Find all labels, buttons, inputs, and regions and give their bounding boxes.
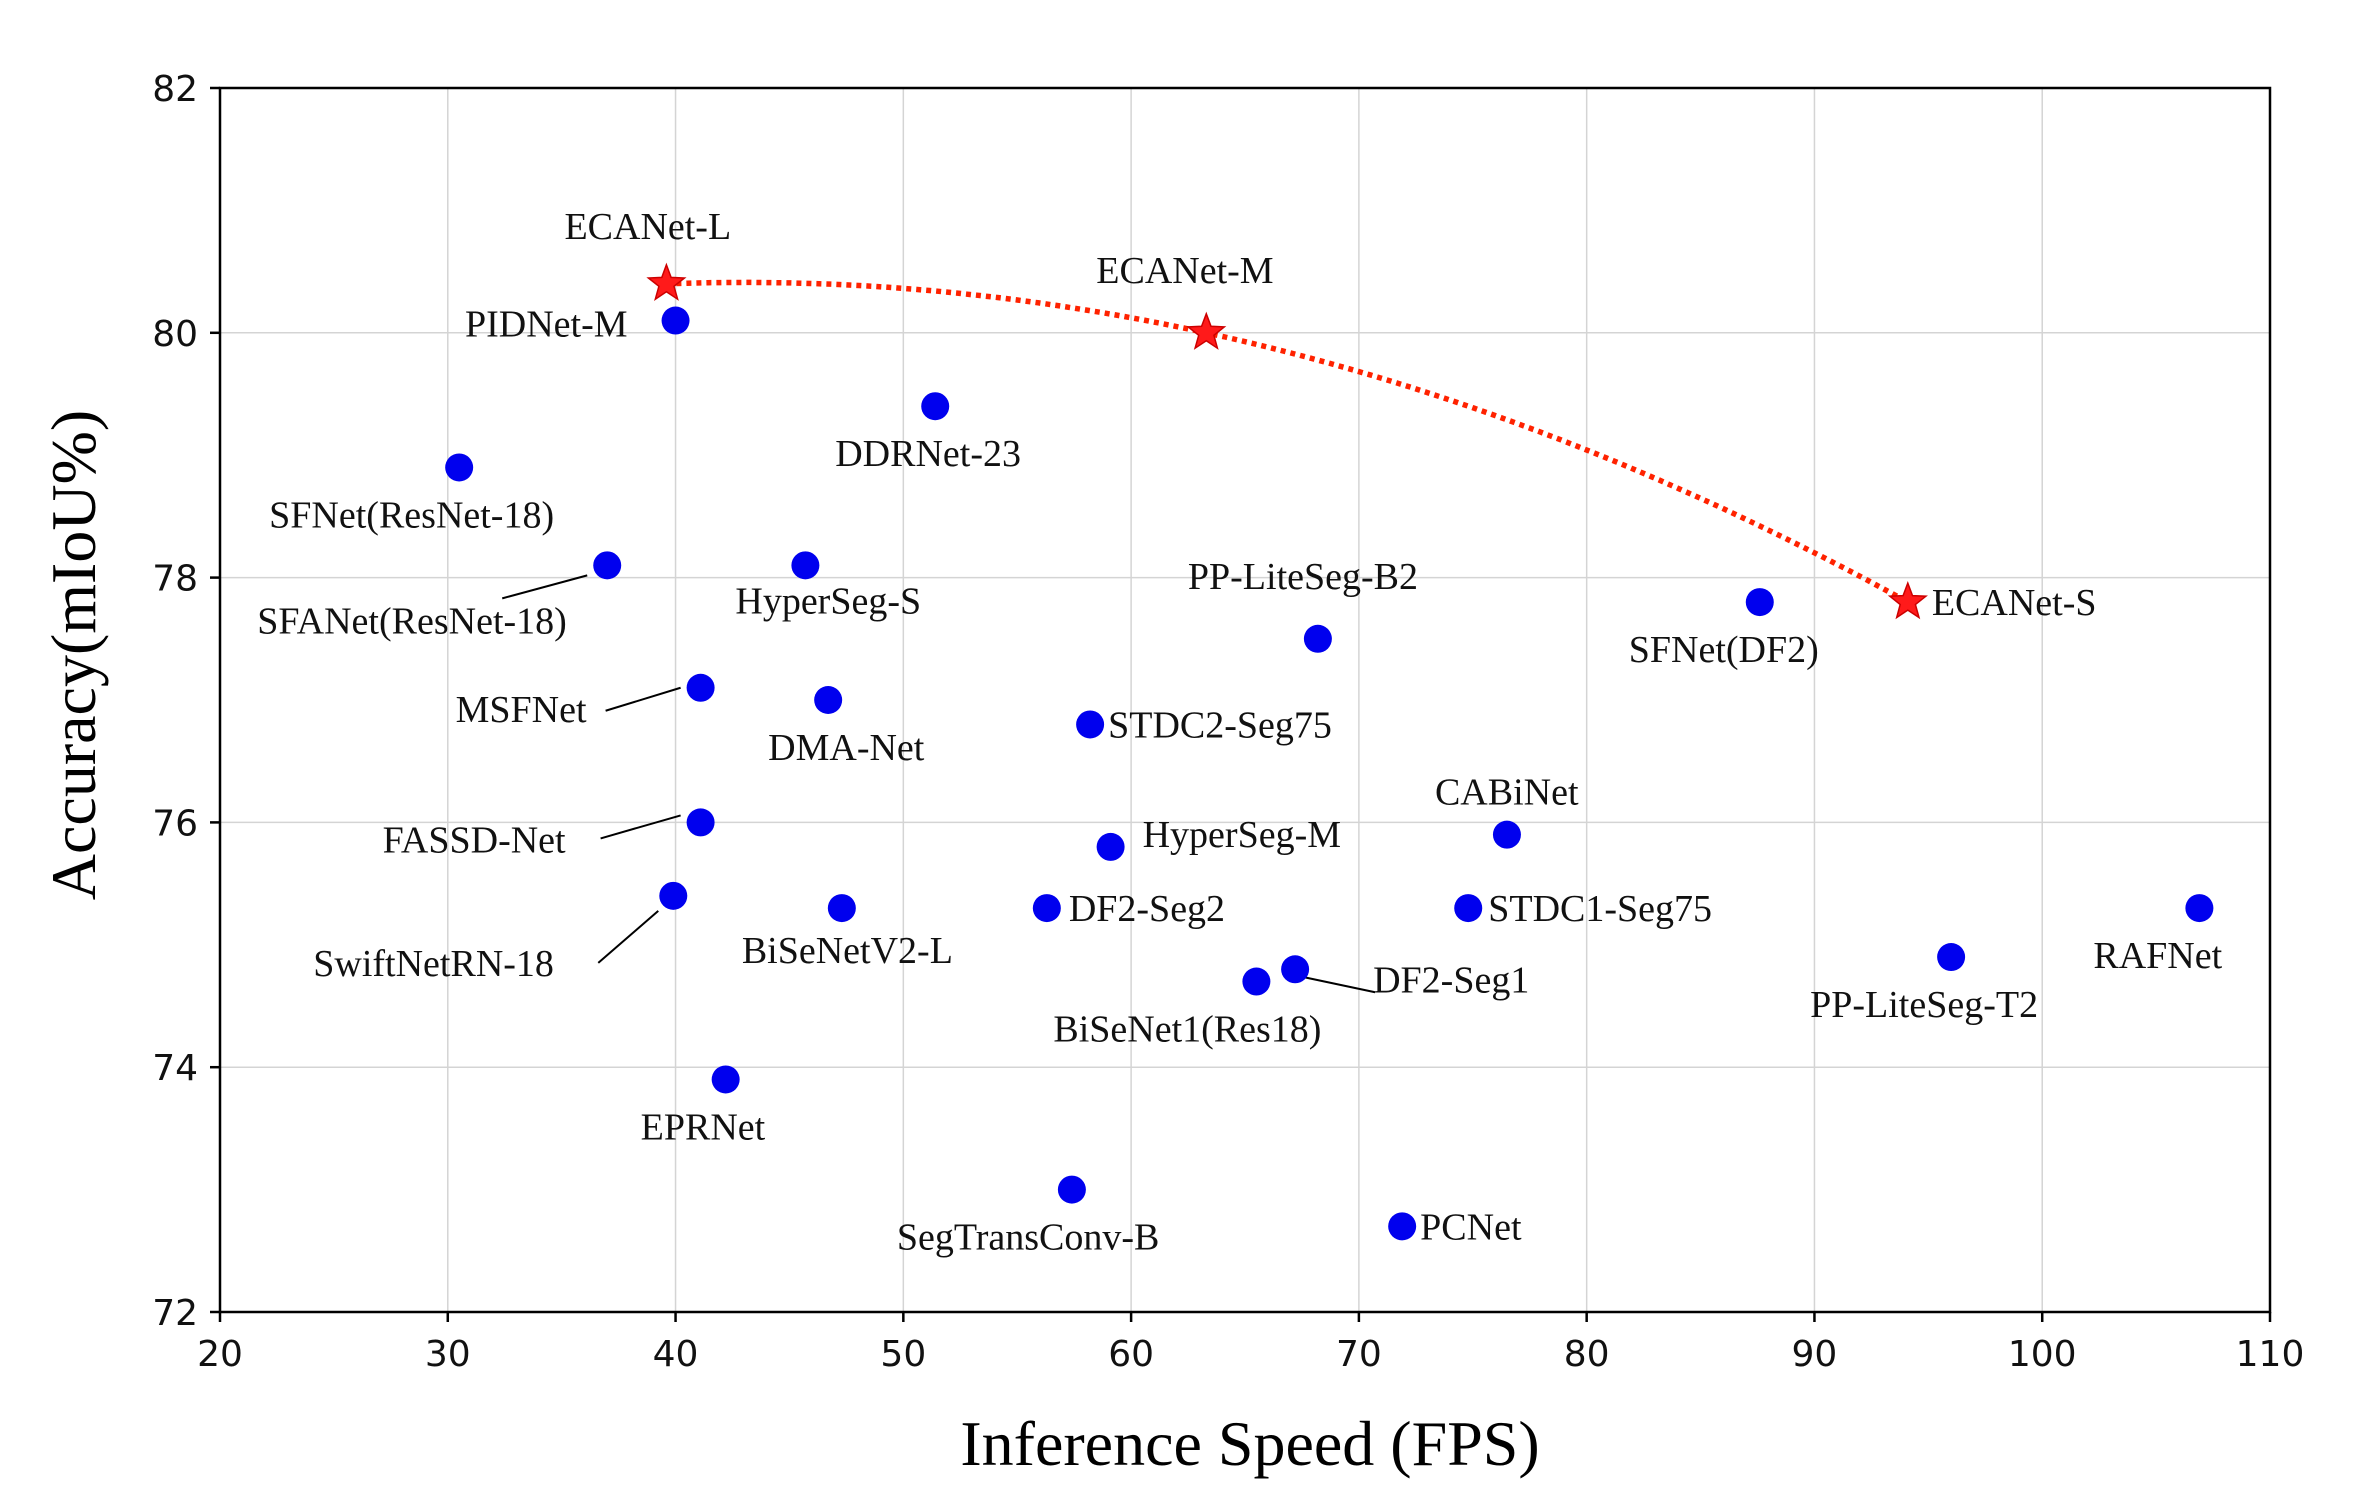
x-tick-label: 60	[1108, 1334, 1154, 1375]
star-marker-ecanet-l	[646, 262, 687, 301]
x-tick-label: 100	[2008, 1334, 2077, 1375]
point-marker-df2-seg1	[1281, 955, 1310, 984]
y-tick-label: 74	[152, 1048, 198, 1089]
x-tick-label: 110	[2236, 1334, 2305, 1375]
point-marker-dma-net	[814, 686, 843, 714]
point-marker-df2-seg2	[1032, 894, 1061, 923]
leader-line-msfnet	[605, 686, 681, 712]
plot-frame	[218, 86, 2272, 1314]
point-marker-pidnet-m	[661, 306, 690, 335]
leader-line-sfanet-resnet-18	[501, 574, 588, 600]
x-tick-label: 70	[1336, 1334, 1382, 1375]
point-marker-pp-liteseg-t2	[1937, 943, 1966, 972]
point-label-ddrnet-23: DDRNet-23	[835, 433, 1021, 475]
point-marker-swiftnetrn-18	[659, 881, 688, 910]
point-label-sfanet-resnet-18: SFANet(ResNet-18)	[257, 600, 567, 642]
point-marker-stdc1-seg75	[1454, 894, 1483, 923]
point-marker-msfnet	[686, 673, 715, 702]
x-tick-label: 20	[197, 1334, 243, 1375]
point-marker-sfanet-resnet-18	[593, 551, 622, 580]
point-label-pp-liteseg-t2: PP-LiteSeg-T2	[1810, 984, 2038, 1026]
point-label-hyperseg-m: HyperSeg-M	[1143, 814, 1341, 856]
point-label-bisenet1-res18: BiSeNet1(Res18)	[1053, 1009, 1321, 1051]
point-label-segtransconv-b: SegTransConv-B	[897, 1217, 1160, 1259]
x-tick-label: 90	[1792, 1334, 1838, 1375]
point-label-rafnet: RAFNet	[2093, 935, 2222, 977]
point-labels: PIDNet-M DDRNet-23 SFNet(ResNet-18) SFANet(…	[257, 206, 2222, 1259]
point-marker-sfnet-resnet-18	[445, 453, 474, 482]
point-label-dma-net: DMA-Net	[768, 727, 925, 769]
label-leader-lines	[501, 574, 1376, 994]
point-label-swiftnetrn-18: SwiftNetRN-18	[313, 943, 554, 985]
point-label-bisenetv2-l: BiSeNetV2-L	[742, 930, 953, 972]
point-label-df2-seg2: DF2-Seg2	[1069, 888, 1225, 930]
leader-line-fassd-net	[600, 814, 681, 840]
leader-line-swiftnetrn-18	[597, 910, 659, 964]
y-tick-label: 76	[152, 803, 198, 844]
point-label-cabinet: CABiNet	[1435, 772, 1579, 814]
point-marker-pcnet	[1388, 1212, 1417, 1241]
point-marker-hyperseg-m	[1096, 832, 1125, 861]
point-marker-bisenet1-res18	[1242, 967, 1271, 996]
point-label-ecanet-s: ECANet-S	[1932, 582, 2097, 624]
point-label-ecanet-m: ECANet-M	[1096, 250, 1273, 292]
point-marker-segtransconv-b	[1057, 1175, 1086, 1204]
axis-ticks: 20 30 40 50 60 70 80 90 100 110 72 74 76 78 80 82	[152, 69, 2304, 1375]
x-tick-label: 30	[425, 1334, 471, 1375]
point-label-msfnet: MSFNet	[456, 689, 587, 731]
x-tick-label: 50	[880, 1334, 926, 1375]
x-axis-title: Inference Speed (FPS)	[960, 1408, 1539, 1479]
x-tick-label: 40	[653, 1334, 699, 1375]
point-marker-pp-liteseg-b2	[1303, 624, 1332, 653]
point-label-sfnet-resnet-18: SFNet(ResNet-18)	[269, 494, 554, 536]
point-marker-fassd-net	[686, 808, 715, 837]
y-tick-label: 82	[152, 69, 198, 110]
star-marker-ecanet-m	[1186, 311, 1227, 350]
point-label-stdc2-seg75: STDC2-Seg75	[1108, 704, 1332, 746]
point-label-pidnet-m: PIDNet-M	[465, 304, 628, 346]
y-tick-label: 78	[152, 559, 198, 600]
point-marker-eprnet	[711, 1065, 740, 1094]
point-label-df2-seg1: DF2-Seg1	[1373, 959, 1529, 1001]
point-marker-ddrnet-23	[921, 392, 950, 421]
point-marker-rafnet	[2185, 894, 2214, 923]
x-tick-label: 80	[1564, 1334, 1610, 1375]
point-marker-hyperseg-s	[791, 551, 820, 580]
star-marker-ecanet-s	[1887, 580, 1928, 620]
point-label-pcnet: PCNet	[1420, 1206, 1522, 1248]
point-marker-bisenetv2-l	[827, 894, 856, 923]
data-points	[445, 262, 2214, 1241]
point-marker-stdc2-seg75	[1076, 710, 1105, 739]
point-label-ecanet-l: ECANet-L	[564, 206, 731, 248]
point-label-fassd-net: FASSD-Net	[383, 819, 566, 861]
point-marker-cabinet	[1492, 820, 1521, 849]
point-label-stdc1-seg75: STDC1-Seg75	[1488, 888, 1712, 930]
point-label-sfnet-df2: SFNet(DF2)	[1629, 629, 1819, 671]
y-tick-label: 80	[152, 314, 198, 355]
y-tick-label: 72	[152, 1293, 198, 1334]
point-label-pp-liteseg-b2: PP-LiteSeg-B2	[1188, 556, 1418, 598]
point-label-hyperseg-s: HyperSeg-S	[735, 580, 921, 622]
point-marker-sfnet-df2	[1745, 588, 1774, 617]
point-label-eprnet: EPRNet	[641, 1106, 766, 1148]
y-axis-title: Accuracy(mIoU%)	[38, 410, 109, 900]
